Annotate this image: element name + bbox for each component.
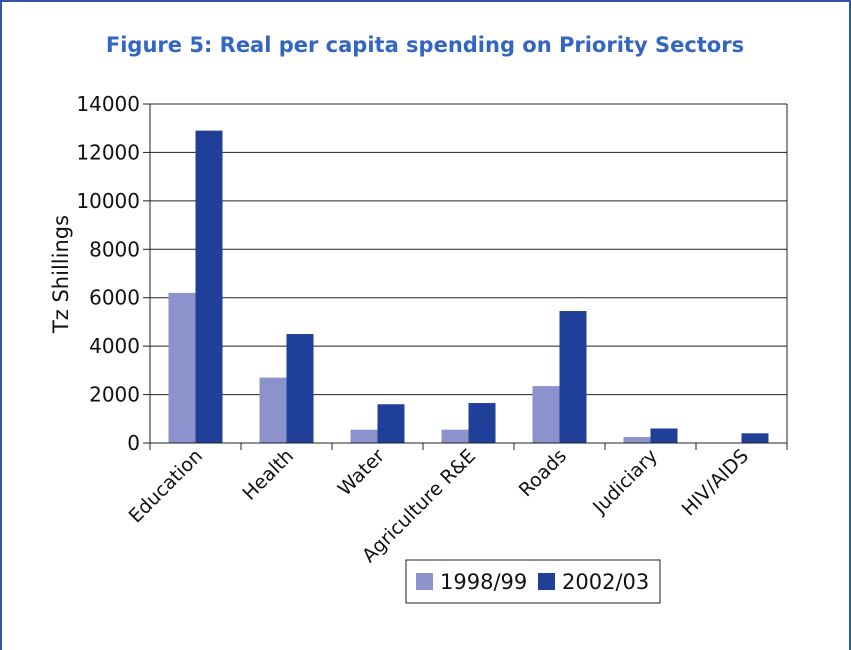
axes <box>149 104 788 450</box>
y-tick-label: 2000 <box>89 383 140 407</box>
y-tick-labels: 0 2000 4000 6000 8000 10000 12000 14000 <box>76 92 140 455</box>
bar-199899-agriculture-r-e <box>441 429 469 443</box>
bar-199899-health <box>259 377 287 443</box>
legend-label: 2002/03 <box>562 570 649 594</box>
y-tick-label: 4000 <box>89 334 140 358</box>
y-tick-label: 8000 <box>89 237 140 261</box>
bar-200203-agriculture-r-e <box>468 403 496 443</box>
bar-200203-health <box>286 334 314 443</box>
y-tick-label: 12000 <box>76 140 140 164</box>
bars <box>168 130 769 443</box>
legend-label: 1998/99 <box>440 570 527 594</box>
y-axis-label: Tz Shillings <box>49 215 73 334</box>
bar-199899-roads <box>532 386 560 443</box>
x-tick-label: Health <box>238 445 298 505</box>
bar-199899-judiciary <box>623 436 651 443</box>
legend-swatch <box>416 573 433 590</box>
chart-title: Figure 5: Real per capita spending on Pr… <box>106 33 744 57</box>
x-tick-label: Judiciary <box>588 445 662 519</box>
bar-200203-hiv-aids <box>741 433 769 443</box>
bar-200203-water <box>377 404 405 443</box>
y-tick-label: 14000 <box>76 92 140 116</box>
bar-200203-judiciary <box>650 428 678 443</box>
bar-200203-education <box>195 130 223 443</box>
x-tick-label: Roads <box>515 445 571 501</box>
legend: 1998/99 2002/03 <box>405 559 661 604</box>
x-tick-label: Water <box>334 445 389 500</box>
bar-199899-water <box>350 429 378 443</box>
x-tick-label: Education <box>125 445 207 527</box>
y-tick-label: 6000 <box>89 286 140 310</box>
y-tick-label: 10000 <box>76 189 140 213</box>
x-tick-label: HIV/AIDS <box>678 445 753 520</box>
y-tick-label: 0 <box>127 431 140 455</box>
legend-box <box>405 559 661 604</box>
legend-swatch <box>538 573 555 590</box>
bar-200203-roads <box>559 311 587 443</box>
bar-199899-education <box>168 292 196 443</box>
gridlines <box>143 103 787 444</box>
